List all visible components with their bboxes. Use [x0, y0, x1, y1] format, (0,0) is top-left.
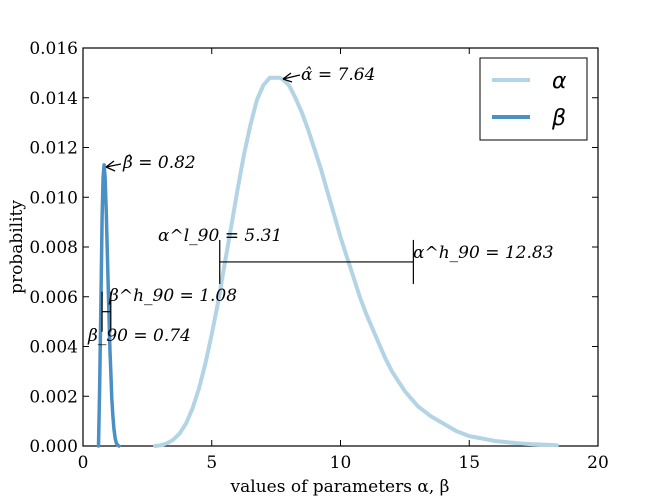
x-tick-label: 5 [206, 453, 217, 473]
beta-mode-label: β̂ = 0.82 [122, 153, 196, 173]
interval-layer [101, 239, 414, 332]
y-tick-label: 0.010 [29, 188, 78, 208]
y-tick-label: 0.012 [29, 139, 78, 159]
y-tick-label: 0.008 [29, 238, 78, 258]
legend-label-beta: β [551, 106, 566, 131]
x-axis-label: values of parameters α, β [230, 477, 450, 497]
legend-box [479, 57, 588, 141]
alpha-mode-label: α̂ = 7.64 [301, 65, 375, 85]
alpha-mode-annotation: α̂ = 7.64 [282, 65, 375, 85]
legend-label-alpha: α [552, 69, 567, 94]
y-tick-label: 0.016 [29, 39, 78, 59]
beta-mode-annotation: β̂ = 0.82 [105, 153, 196, 173]
beta-high-label: β^h_90 = 1.08 [108, 286, 237, 306]
alpha-high-label: α^h_90 = 12.83 [413, 243, 554, 263]
x-tick-label: 15 [458, 453, 480, 473]
y-tick-label: 0.006 [29, 288, 78, 308]
alpha-low-label: α^l_90 = 5.31 [158, 226, 282, 246]
y-tick-label: 0.004 [29, 338, 78, 358]
series-beta-line [96, 163, 121, 448]
axis-ticks: 0 5 10 15 20 0.000 0.002 0.004 0.006 0.008 0.010 0.… [29, 39, 608, 473]
x-tick-label: 0 [78, 453, 89, 473]
series-alpha-line [153, 75, 559, 448]
x-tick-label: 10 [330, 453, 352, 473]
y-axis-label: probability [7, 200, 27, 294]
y-tick-label: 0.000 [29, 437, 78, 457]
beta-low-label: β_90 = 0.74 [87, 326, 191, 346]
y-tick-label: 0.014 [29, 89, 78, 109]
legend: α β [479, 57, 588, 141]
y-tick-label: 0.002 [29, 387, 78, 407]
x-tick-label: 20 [587, 453, 609, 473]
series-layer [96, 75, 559, 448]
